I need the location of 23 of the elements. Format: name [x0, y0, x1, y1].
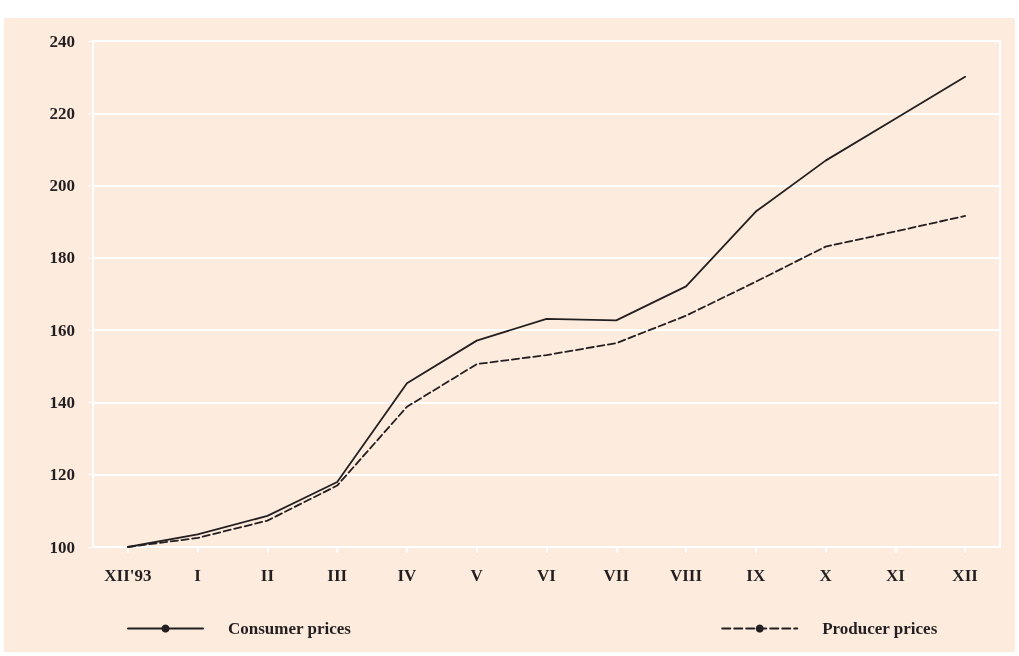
x-tick-label: V	[470, 566, 484, 585]
x-tick-label: XI	[885, 566, 906, 585]
x-tick-label: IV	[397, 566, 418, 585]
y-tick-label: 100	[49, 537, 75, 557]
x-tick-label: VI	[537, 566, 557, 585]
y-tick-label: 140	[49, 392, 75, 412]
x-tick-label: X	[819, 566, 833, 585]
x-tick-label: VII	[603, 566, 630, 585]
x-tick-label: XII	[952, 566, 979, 585]
x-tick-label: IX	[746, 566, 766, 585]
legend-label: Producer prices	[822, 619, 938, 638]
x-tick-label: III	[327, 566, 348, 585]
x-tick-label: I	[194, 566, 202, 585]
y-tick-label: 160	[49, 320, 75, 340]
y-tick-label: 200	[49, 176, 75, 196]
legend-label: Consumer prices	[228, 619, 352, 638]
x-tick-label: VIII	[669, 566, 703, 585]
x-tick-label: II	[260, 566, 275, 585]
x-tick-label: XII'93	[104, 566, 152, 585]
y-tick-label: 220	[49, 103, 75, 123]
y-tick-label: 240	[49, 31, 75, 51]
y-tick-label: 180	[49, 248, 75, 268]
y-tick-label: 120	[49, 465, 75, 485]
